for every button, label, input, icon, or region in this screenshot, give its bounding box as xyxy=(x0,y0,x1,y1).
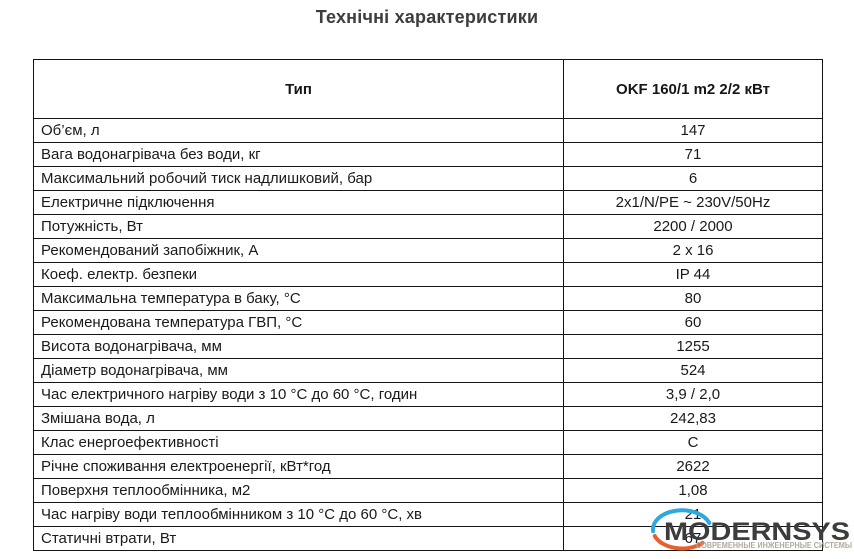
value-cell: 71 xyxy=(563,142,823,167)
param-cell: Клас енергоефективності xyxy=(33,430,564,455)
value-cell: 67 xyxy=(563,526,823,551)
value-cell: 1255 xyxy=(563,334,823,359)
table-row: Поверхня теплообмінника, м2 1,08 xyxy=(33,478,823,503)
value-cell: IP 44 xyxy=(563,262,823,287)
param-cell: Діаметр водонагрівача, мм xyxy=(33,358,564,383)
table-row: Діаметр водонагрівача, мм 524 xyxy=(33,358,823,383)
value-cell: 60 xyxy=(563,310,823,335)
table-row: Максимальний робочий тиск надлишковий, б… xyxy=(33,166,823,191)
table-row: Висота водонагрівача, мм 1255 xyxy=(33,334,823,359)
table-header-row: Тип OKF 160/1 m2 2/2 кВт xyxy=(33,59,823,119)
header-cell-model: OKF 160/1 m2 2/2 кВт xyxy=(563,59,823,119)
param-cell: Потужність, Вт xyxy=(33,214,564,239)
param-cell: Статичні втрати, Вт xyxy=(33,526,564,551)
table-row: Статичні втрати, Вт 67 xyxy=(33,526,823,551)
value-cell: 242,83 xyxy=(563,406,823,431)
value-cell: 21 xyxy=(563,502,823,527)
table-row: Час електричного нагріву води з 10 °С до… xyxy=(33,382,823,407)
value-cell: 80 xyxy=(563,286,823,311)
value-cell: 147 xyxy=(563,118,823,143)
table-row: Коеф. електр. безпеки IP 44 xyxy=(33,262,823,287)
table-row: Рекомендована температура ГВП, °С 60 xyxy=(33,310,823,335)
table-row: Максимальна температура в баку, °С 80 xyxy=(33,286,823,311)
param-cell: Змішана вода, л xyxy=(33,406,564,431)
table-row: Об’єм, л 147 xyxy=(33,118,823,143)
page-title: Технічні характеристики xyxy=(315,7,539,27)
value-cell: 2x1/N/PE ~ 230V/50Hz xyxy=(563,190,823,215)
table-row: Змішана вода, л 242,83 xyxy=(33,406,823,431)
table-body: Об’єм, л 147 Вага водонагрівача без води, … xyxy=(33,118,823,551)
table-row: Клас енергоефективності C xyxy=(33,430,823,455)
param-cell: Електричне підключення xyxy=(33,190,564,215)
spec-table: Тип OKF 160/1 m2 2/2 кВт Об’єм, л 147 Вага… xyxy=(33,59,823,551)
value-cell: 524 xyxy=(563,358,823,383)
value-cell: C xyxy=(563,430,823,455)
param-cell: Час електричного нагріву води з 10 °С до… xyxy=(33,382,564,407)
header-cell-type: Тип xyxy=(33,59,564,119)
param-cell: Коеф. електр. безпеки xyxy=(33,262,564,287)
param-cell: Поверхня теплообмінника, м2 xyxy=(33,478,564,503)
param-cell: Річне споживання електроенергії, кВт*год xyxy=(33,454,564,479)
table-row: Електричне підключення 2x1/N/PE ~ 230V/50… xyxy=(33,190,823,215)
table-row: Вага водонагрівача без води, кг 71 xyxy=(33,142,823,167)
table-row: Потужність, Вт 2200 / 2000 xyxy=(33,214,823,239)
param-cell: Рекомендований запобіжник, А xyxy=(33,238,564,263)
value-cell: 1,08 xyxy=(563,478,823,503)
table-row: Час нагріву води теплообмінником з 10 °С… xyxy=(33,502,823,527)
param-cell: Максимальний робочий тиск надлишковий, б… xyxy=(33,166,564,191)
value-cell: 3,9 / 2,0 xyxy=(563,382,823,407)
param-cell: Висота водонагрівача, мм xyxy=(33,334,564,359)
param-cell: Рекомендована температура ГВП, °С xyxy=(33,310,564,335)
value-cell: 6 xyxy=(563,166,823,191)
param-cell: Вага водонагрівача без води, кг xyxy=(33,142,564,167)
value-cell: 2 x 16 xyxy=(563,238,823,263)
table-row: Річне споживання електроенергії, кВт*год… xyxy=(33,454,823,479)
value-cell: 2200 / 2000 xyxy=(563,214,823,239)
param-cell: Максимальна температура в баку, °С xyxy=(33,286,564,311)
param-cell: Об’єм, л xyxy=(33,118,564,143)
param-cell: Час нагріву води теплообмінником з 10 °С… xyxy=(33,502,564,527)
value-cell: 2622 xyxy=(563,454,823,479)
